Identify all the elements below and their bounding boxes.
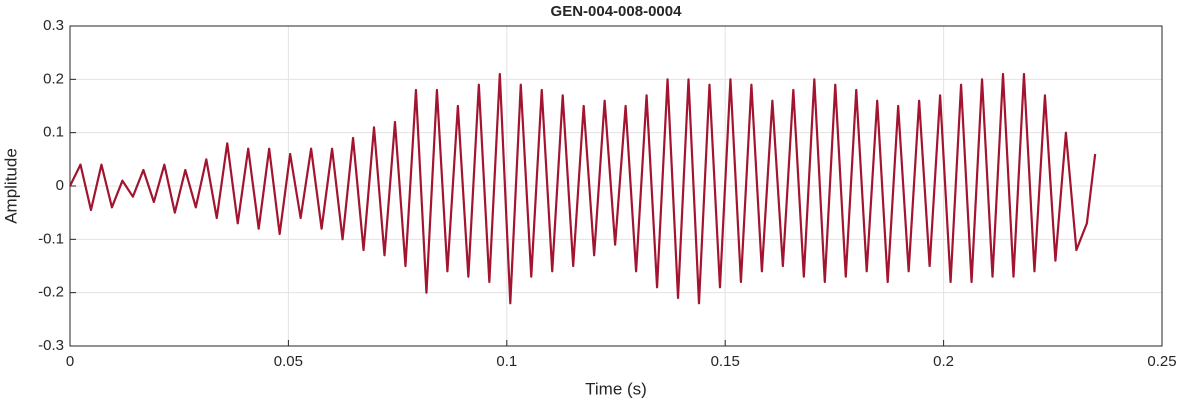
x-tick-label: 0.2 [933,353,954,370]
x-tick-label: 0 [66,353,74,370]
y-tick-label: 0.3 [43,17,64,34]
x-tick-label: 0.05 [274,353,303,370]
x-axis-label: Time (s) [585,379,647,398]
y-tick-label: 0 [56,177,64,194]
x-tick-label: 0.25 [1147,353,1176,370]
y-axis-label: Amplitude [1,148,20,224]
y-tick-label: -0.1 [38,230,64,247]
y-tick-label: -0.3 [38,337,64,354]
chart-title: GEN-004-008-0004 [551,3,683,20]
waveform-line [69,72,1097,305]
x-tick-label: 0.1 [496,353,517,370]
y-tick-label: 0.1 [43,124,64,141]
x-tick-label: 0.15 [711,353,740,370]
y-tick-label: 0.2 [43,70,64,87]
y-tick-label: -0.2 [38,284,64,301]
